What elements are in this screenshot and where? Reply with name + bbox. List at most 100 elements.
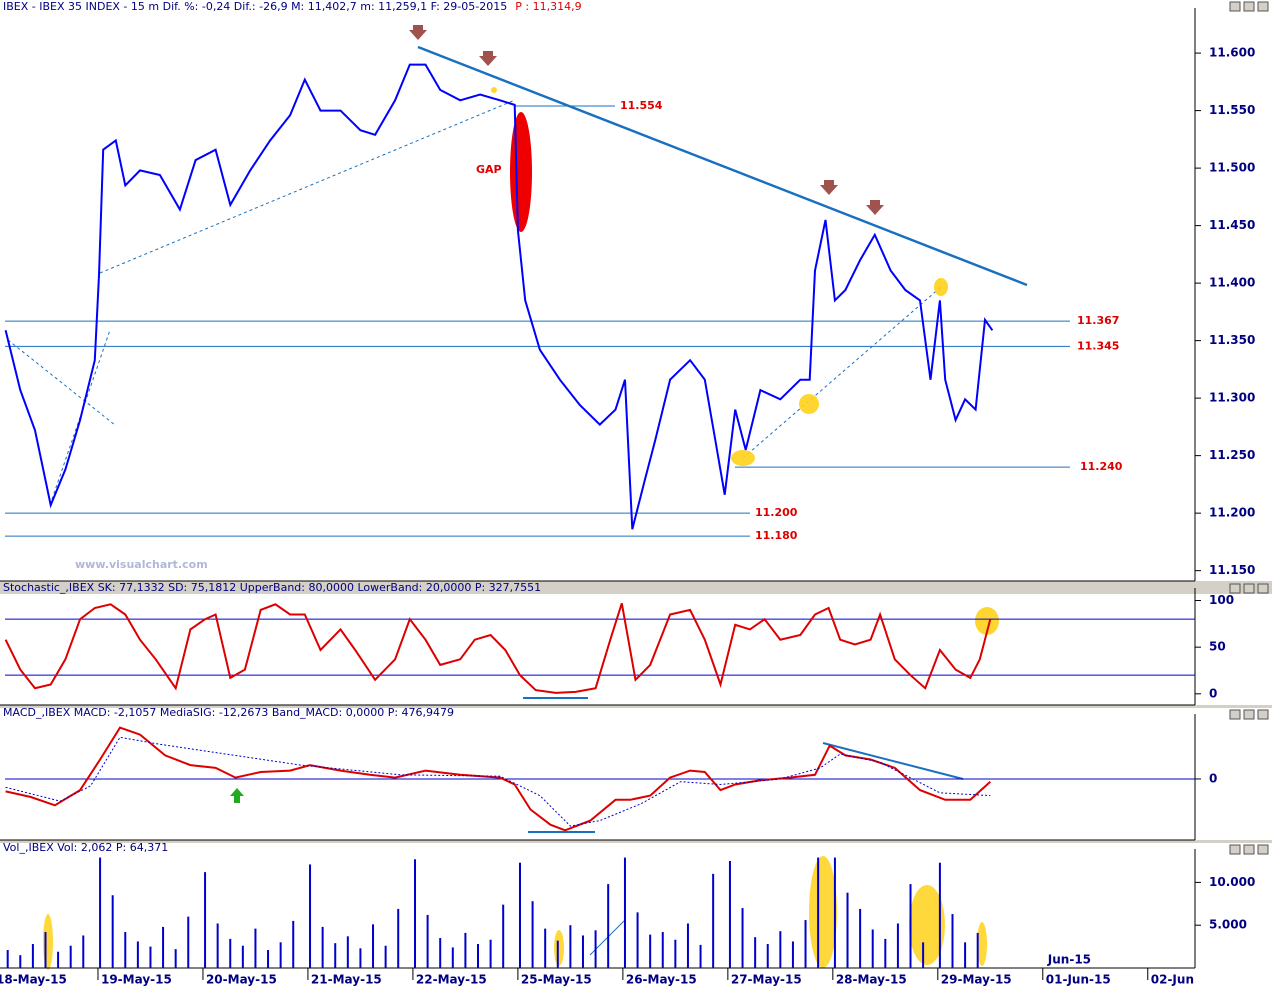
- separator: [0, 581, 1272, 594]
- volume-bar: [451, 947, 454, 968]
- volume-bar: [372, 924, 375, 968]
- volume-bar: [859, 908, 862, 968]
- month-label: Jun-15: [1047, 953, 1091, 967]
- volume-bar: [187, 916, 190, 968]
- y-tick-label: 11.400: [1209, 276, 1255, 290]
- y-tick-label: 50: [1209, 640, 1226, 654]
- window-buttons: [1229, 1, 1269, 855]
- support-line: [742, 286, 942, 459]
- separator: [0, 840, 1272, 843]
- volume-bar: [922, 942, 925, 968]
- level-label: 11.554: [620, 99, 663, 112]
- volume-bar: [779, 931, 782, 968]
- volume-bar: [846, 892, 849, 968]
- volume-bar: [833, 857, 836, 968]
- level-label: 11.240: [1080, 460, 1123, 473]
- volume-bar: [346, 936, 349, 968]
- highlight: [977, 922, 987, 966]
- volume-bar: [439, 938, 442, 968]
- price-label: P : 11,314,9: [515, 0, 581, 13]
- highlight: [799, 394, 819, 414]
- volume-bar: [964, 942, 967, 968]
- highlight: [934, 278, 948, 296]
- volume-bar: [909, 884, 912, 968]
- volume-bar: [82, 935, 85, 968]
- y-tick-label: 11.500: [1209, 161, 1255, 175]
- volume-bar: [884, 938, 887, 968]
- volume-bar: [896, 923, 899, 968]
- volume-bar: [623, 857, 626, 968]
- volume-bar: [476, 944, 479, 968]
- volume-bar: [359, 948, 362, 968]
- x-tick-label: 20-May-15: [206, 973, 277, 987]
- volume-bar: [426, 914, 429, 968]
- volume-bar: [216, 923, 219, 968]
- min-button[interactable]: [1229, 844, 1241, 855]
- x-tick-label: 19-May-15: [101, 973, 172, 987]
- volume-bar: [607, 884, 610, 968]
- x-tick-label: 28-May-15: [836, 973, 907, 987]
- y-tick-label: 11.350: [1209, 333, 1255, 347]
- up-arrow: [230, 788, 244, 803]
- arrows: [409, 25, 884, 215]
- y-tick-label: 5.000: [1209, 918, 1247, 932]
- volume-bar: [951, 914, 954, 968]
- series-line: [4, 63, 994, 530]
- min-button[interactable]: [1229, 1, 1241, 12]
- volume-bar: [241, 945, 244, 968]
- highlight: [491, 87, 497, 93]
- highlight: [731, 450, 755, 466]
- series-line: [5, 736, 991, 827]
- max-button[interactable]: [1243, 583, 1255, 594]
- support-line: [99, 99, 516, 274]
- max-button[interactable]: [1243, 709, 1255, 720]
- y-tick-label: 11.550: [1209, 103, 1255, 117]
- volume-bar: [229, 938, 232, 968]
- close-button[interactable]: [1257, 844, 1269, 855]
- volume-bar: [321, 926, 324, 968]
- volume-bar: [384, 945, 387, 968]
- x-tick-label: 26-May-15: [626, 973, 697, 987]
- close-button[interactable]: [1257, 709, 1269, 720]
- gap-ellipse: [510, 112, 532, 232]
- y-tick-label: 10.000: [1209, 875, 1255, 889]
- min-button[interactable]: [1229, 583, 1241, 594]
- y-tick-label: 11.600: [1209, 46, 1255, 60]
- volume-bar: [57, 951, 60, 968]
- volume-bar: [69, 945, 72, 968]
- max-button[interactable]: [1243, 844, 1255, 855]
- volume-bar: [871, 929, 874, 968]
- volume-bar: [686, 923, 689, 968]
- y-tick-label: 11.450: [1209, 218, 1255, 232]
- volume-bar: [728, 860, 731, 968]
- highlight: [975, 607, 999, 635]
- x-tick-label: 22-May-15: [416, 973, 487, 987]
- down-arrow: [866, 200, 884, 215]
- max-button[interactable]: [1243, 1, 1255, 12]
- volume-bar: [766, 944, 769, 968]
- volume-bar: [6, 950, 9, 968]
- x-tick-label: 29-May-15: [941, 973, 1012, 987]
- panel-title: IBEX - IBEX 35 INDEX - 15 m Dif. %: -0,2…: [3, 0, 507, 13]
- volume-bar: [124, 932, 127, 968]
- panel-title: Vol_,IBEX Vol: 2,062 P: 64,371: [3, 841, 168, 854]
- level-label: 11.200: [755, 506, 798, 519]
- min-button[interactable]: [1229, 709, 1241, 720]
- volume-bar: [149, 946, 152, 968]
- down-arrow: [409, 25, 427, 40]
- volume-bar: [279, 942, 282, 968]
- volume-bar: [292, 920, 295, 968]
- volume-bar: [518, 862, 521, 968]
- volume-bar: [649, 934, 652, 968]
- close-button[interactable]: [1257, 583, 1269, 594]
- volume-bar: [581, 935, 584, 968]
- y-tick-label: 0: [1209, 771, 1217, 785]
- volume-bar: [531, 901, 534, 968]
- volume-bar: [44, 932, 47, 968]
- level-label: 11.367: [1077, 314, 1119, 327]
- volume-bar: [938, 862, 941, 968]
- volume-bar: [309, 864, 312, 968]
- close-button[interactable]: [1257, 1, 1269, 12]
